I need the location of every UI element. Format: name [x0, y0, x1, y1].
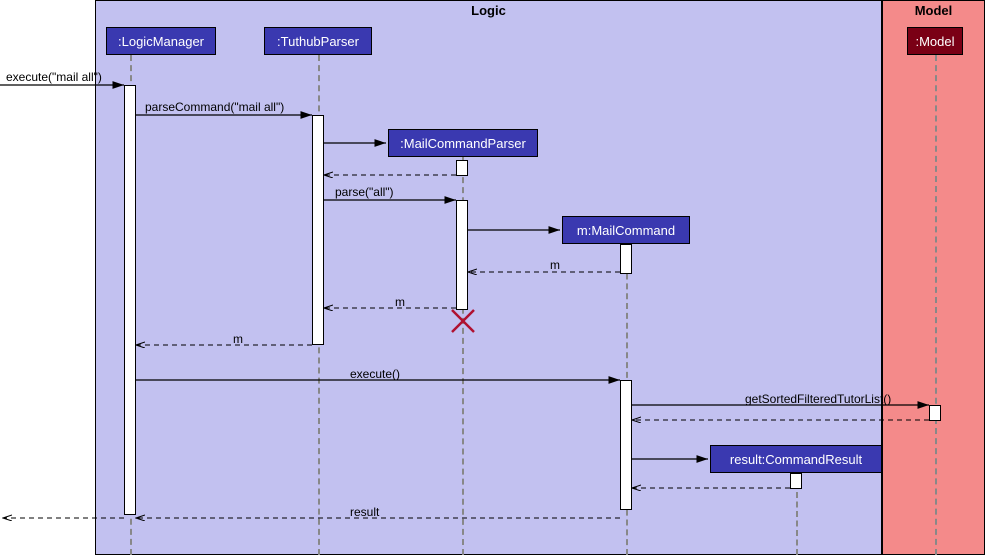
model-label: :Model — [915, 34, 954, 49]
parse-label: parse("all") — [335, 185, 394, 199]
result-label: result — [350, 505, 379, 519]
mailcommand-label: m:MailCommand — [577, 223, 675, 238]
logic-region-title: Logic — [471, 3, 506, 18]
model-participant: :Model — [907, 27, 963, 55]
logicmanager-activation — [124, 85, 136, 515]
logicmanager-participant: :LogicManager — [106, 27, 216, 55]
getlist-label: getSortedFilteredTutorList() — [745, 392, 891, 406]
mailcommandparser-label: :MailCommandParser — [400, 136, 526, 151]
model-region: Model — [882, 0, 985, 555]
mailcommand-activation-2 — [620, 380, 632, 510]
model-lifeline — [935, 55, 937, 555]
tuthubparser-label: :TuthubParser — [277, 34, 359, 49]
return-m1-label: m — [550, 258, 560, 272]
model-activation — [929, 405, 941, 421]
commandresult-label: result:CommandResult — [730, 452, 862, 467]
return-m3-label: m — [233, 332, 243, 346]
commandresult-participant: result:CommandResult — [710, 445, 882, 473]
return-m2-label: m — [395, 295, 405, 309]
mailcommand-activation-1 — [620, 244, 632, 274]
commandresult-activation — [790, 473, 802, 489]
model-region-title: Model — [915, 3, 953, 18]
tuthubparser-participant: :TuthubParser — [264, 27, 372, 55]
execute-label: execute("mail all") — [6, 70, 102, 84]
sequence-diagram-canvas: Logic Model :LogicManager :TuthubParser … — [0, 0, 987, 555]
parsecommand-label: parseCommand("mail all") — [145, 100, 284, 114]
tuthubparser-activation — [312, 115, 324, 345]
mailcommandparser-participant: :MailCommandParser — [388, 129, 538, 157]
execute2-label: execute() — [350, 367, 400, 381]
mailcommand-participant: m:MailCommand — [562, 216, 690, 244]
mailcommandparser-activation-2 — [456, 200, 468, 310]
mailcommandparser-activation-1 — [456, 160, 468, 176]
logicmanager-label: :LogicManager — [118, 34, 204, 49]
